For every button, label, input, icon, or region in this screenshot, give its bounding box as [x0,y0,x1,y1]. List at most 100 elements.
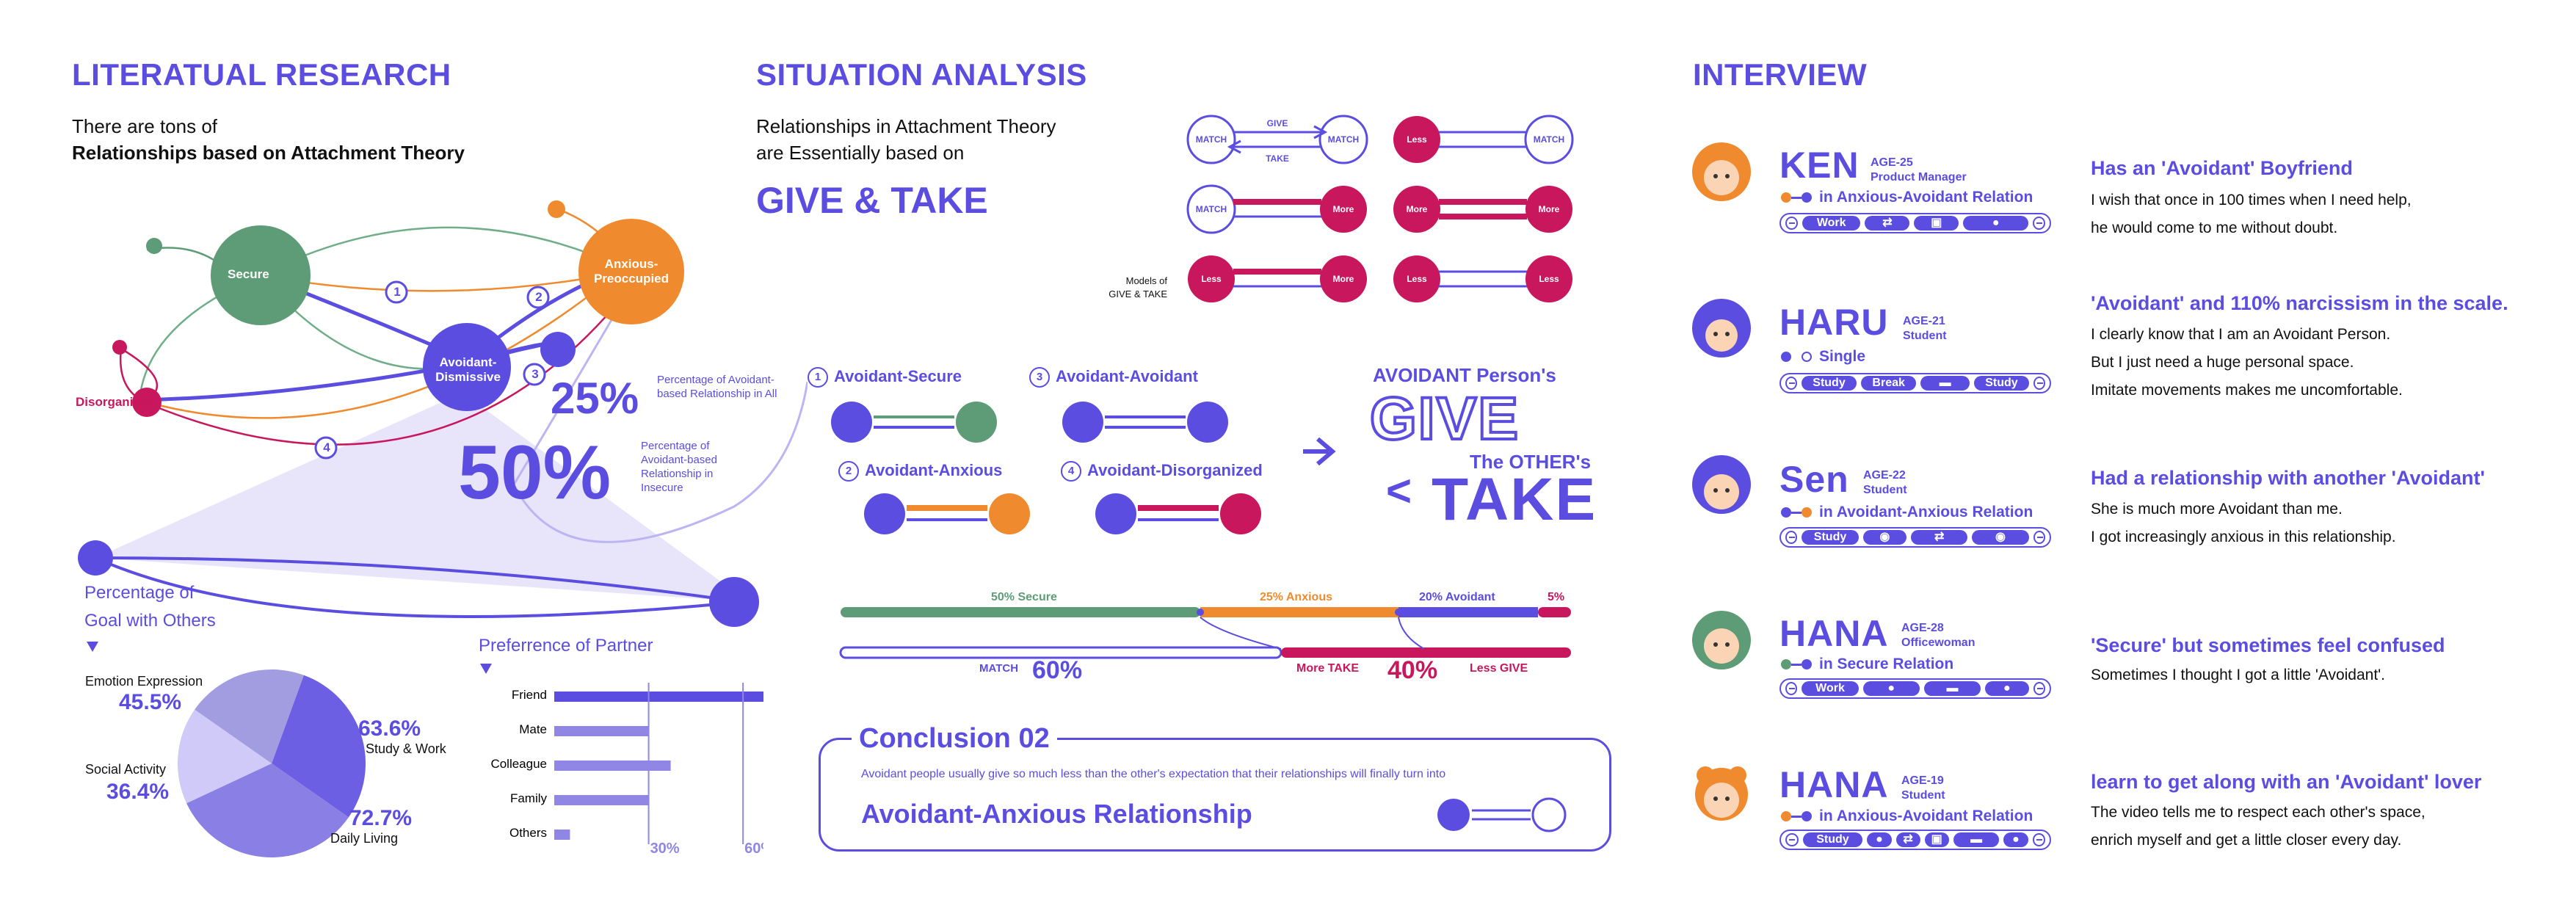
person-4-quote-title: learn to get along with an 'Avoidant' lo… [2091,771,2482,793]
pie-slice-emotion-expression [195,669,304,763]
anxious-node [578,219,684,324]
funnel-left-node [78,540,113,576]
bar-other-label: 5% [1548,591,1565,603]
person-3-name: HANA [1779,613,1889,654]
person-0-name: KEN [1779,145,1860,186]
person-1-quote-title: 'Avoidant' and 110% narcissism in the sc… [2091,292,2508,314]
person-2-rel: in Avoidant-Anxious Relation [1781,504,2033,521]
tag: Work [1802,216,1861,231]
person-2-age: AGE-22 [1863,469,1906,482]
pie-slice-social-activity [178,709,272,804]
person-0-age: AGE-25 [1871,156,1913,169]
bar-family [554,795,649,805]
tag: ⇄ [1911,530,1968,545]
svg-text:Less: Less [1539,274,1559,284]
partner-triangle-icon [480,664,492,674]
svg-text:Less: Less [1201,274,1222,284]
tag: ▬ [1923,681,1981,696]
svg-text:More: More [1407,204,1428,214]
disorg-small-node [112,340,127,355]
num-1: 1 [393,285,401,299]
models-label-2: GIVE & TAKE [1109,288,1167,300]
hana19-avatar [1695,766,1748,821]
svg-text:GIVE: GIVE [1267,118,1288,128]
person-1-line-1: I clearly know that I am an Avoidant Per… [2091,326,2391,343]
person-0-rel: in Anxious-Avoidant Relation [1781,189,2033,206]
bar-more-take: More TAKE [1296,662,1360,675]
person-0-quote-title: Has an 'Avoidant' Boyfriend [2091,157,2353,179]
svg-text:MATCH: MATCH [1328,134,1359,145]
person-3-rel: in Secure Relation [1781,656,1953,673]
person-2-tags: Study ◉ ⇄ ◉ [1779,527,2051,548]
secure-label: Secure [228,267,269,281]
bar-colleague [554,761,671,771]
tag: Study [1973,376,2030,391]
give-take-heading: GIVE & TAKE [756,180,988,221]
pie-daily-label: Daily Living [330,831,399,846]
line-disorg-avoidant [139,361,467,402]
tag: ● [2003,832,2028,847]
line-disorg-anxious [139,267,625,419]
tag: ◉ [1862,530,1907,545]
bar-match-label: MATCH [979,662,1019,675]
tag: ⇄ [1895,832,1920,847]
disorg-node [132,388,162,417]
tag: ◉ [1972,530,2029,545]
svg-text:MATCH: MATCH [1196,204,1227,214]
person-1-job: Student [1903,330,1947,342]
pie-emotion-pct: 45.5% [119,690,182,714]
tag: Study [1801,376,1857,391]
sit-intro-2: are Essentially based on [756,142,965,164]
pair-diagrams [831,402,1336,534]
bar-less-give: Less GIVE [1470,662,1528,675]
person-3-tags: Work ● ▬ ● [1779,678,2051,699]
person-3-age: AGE-28 [1901,622,1944,634]
partner-title: Preferrence of Partner [479,636,653,656]
person-2-job: Student [1863,484,1907,496]
tag: ● [1867,832,1892,847]
svg-text:Less: Less [1407,274,1427,284]
give-word: GIVE [1368,384,1520,454]
pie-social-label: Social Activity [85,762,167,777]
funnel-line [95,556,742,603]
conclusion-box [819,738,1611,852]
avoidant-label: Avoidant-Dismissive [435,355,501,384]
bar-label-friend: Friend [512,688,547,702]
svg-text:MATCH: MATCH [1534,134,1564,145]
svg-text:TAKE: TAKE [1266,153,1289,164]
others-label: The OTHER's [1470,451,1592,473]
bar-40-pct: 40% [1387,656,1438,684]
svg-text:More: More [1333,274,1354,284]
svg-text:More: More [1539,204,1560,214]
bar-match-pct: 60% [1032,656,1083,684]
goal-pie-chart [178,669,366,857]
lit-intro-1: There are tons of [72,115,217,137]
pct-25: 25% [551,374,639,423]
bar-mate [554,726,649,736]
pie-study-pct: 63.6% [358,716,421,741]
bar-label-mate: Mate [519,722,547,736]
bar-anxious-label: 25% Anxious [1260,591,1332,603]
pair-2-label: 2 Avoidant-Anxious [838,461,1002,482]
bar-others [554,830,570,840]
ken-avatar [1692,142,1751,201]
lit-title: LITERATUAL RESEARCH [72,57,451,92]
bar-tick-30: 30% [650,841,680,857]
pct-50-note: Percentage of Avoidant-based Relationshi… [641,440,717,494]
tag: ● [1985,681,2029,696]
attachment-network [78,200,808,627]
pair-3-label: 3 Avoidant-Avoidant [1029,367,1198,388]
less-than-sign: < [1386,466,1412,515]
tag: Break [1861,376,1917,391]
person-2-quote-title: Had a relationship with another 'Avoidan… [2091,467,2485,489]
svg-text:MATCH: MATCH [1196,134,1227,145]
models-label-1: Models of [1125,275,1167,286]
pct-50: 50% [458,430,612,515]
goal-title-1: Percentage of [84,583,195,603]
pie-slice-daily-living [186,763,349,857]
person-1-line-2: But I just need a huge personal space. [2091,354,2354,371]
tag: Study [1802,530,1859,545]
goal-triangle-icon [87,642,98,652]
person-4-rel: in Anxious-Avoidant Relation [1781,807,2033,825]
person-4-job: Student [1901,789,1945,802]
